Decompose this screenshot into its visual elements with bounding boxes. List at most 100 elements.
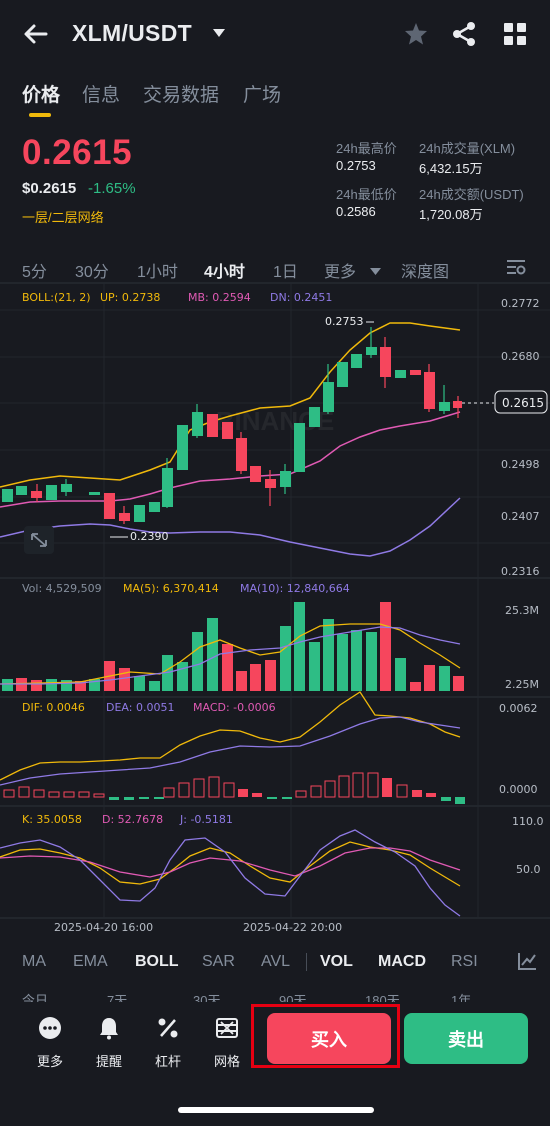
more-caret-icon[interactable] xyxy=(370,263,381,281)
boll-dn-line xyxy=(0,497,461,557)
price-change: -1.65% xyxy=(88,180,136,197)
vol-ma10: MA(10): 12,840,664 xyxy=(240,582,350,595)
last-price: 0.2615 xyxy=(22,133,133,172)
indicator-settings-icon[interactable] xyxy=(517,951,537,976)
macd-dea: DEA: 0.0051 xyxy=(106,701,175,714)
high-marker: 0.2753 xyxy=(325,315,364,328)
sell-button[interactable]: 卖出 xyxy=(404,1013,528,1064)
tab-trading-data[interactable]: 交易数据 xyxy=(143,85,220,106)
chart-settings-icon[interactable] xyxy=(505,257,527,282)
candles xyxy=(2,327,462,524)
tab-info[interactable]: 信息 xyxy=(82,85,121,106)
more-action[interactable]: 更多 xyxy=(28,1016,72,1070)
indicator-avl[interactable]: AVL xyxy=(261,953,291,970)
home-indicator xyxy=(178,1107,374,1113)
more-action-label: 更多 xyxy=(36,1054,63,1069)
time-label: 2025-04-20 16:00 xyxy=(54,921,154,934)
high-label: 24h最高价 xyxy=(336,141,397,156)
macd-dea-line xyxy=(0,716,461,786)
tab-square[interactable]: 广场 xyxy=(243,85,282,106)
more-dots-icon xyxy=(39,1017,61,1039)
buy-button-highlight xyxy=(251,1004,400,1068)
vol-axis-bottom: 2.25M xyxy=(505,678,539,691)
price-axis-label: 0.2498 xyxy=(501,458,540,471)
low-label: 24h最低价 xyxy=(336,187,397,202)
boll-params: BOLL:(21, 2) xyxy=(22,291,91,304)
price-axis-label: 0.2407 xyxy=(501,510,540,523)
boll-dn-value: DN: 0.2451 xyxy=(270,291,333,304)
interval-4h[interactable]: 4小时 xyxy=(204,264,245,281)
interval-1d[interactable]: 1日 xyxy=(273,264,298,281)
time-label: 2025-04-22 20:00 xyxy=(243,921,343,934)
vol-axis-top: 25.3M xyxy=(505,604,539,617)
low-marker: 0.2390 xyxy=(130,530,169,543)
macd-dif: DIF: 0.0046 xyxy=(22,701,85,714)
indicator-divider xyxy=(306,953,307,971)
boll-up-value: UP: 0.2738 xyxy=(100,291,161,304)
indicator-vol[interactable]: VOL xyxy=(320,953,353,970)
grid-menu-icon[interactable] xyxy=(502,21,528,47)
interval-1h[interactable]: 1小时 xyxy=(137,264,178,281)
back-arrow-icon[interactable] xyxy=(20,18,52,50)
bell-icon xyxy=(100,1018,118,1040)
volume-ma5-line xyxy=(0,623,461,685)
turnover-label: 24h成交额(USDT) xyxy=(419,187,524,202)
price-axis-label: 0.2316 xyxy=(501,565,540,578)
current-price-tag: 0.2615 xyxy=(502,396,544,410)
margin-action[interactable]: 杠杆 xyxy=(146,1016,190,1070)
favorite-star-icon[interactable] xyxy=(402,20,430,48)
high-value: 0.2753 xyxy=(336,158,376,173)
macd-value: MACD: -0.0006 xyxy=(193,701,276,714)
top-bar: XLM/USDT xyxy=(0,0,550,70)
volume-value: 6,432.15万 xyxy=(419,161,483,176)
grid-bot-icon xyxy=(216,1018,238,1038)
grid-action[interactable]: 网格 xyxy=(205,1016,249,1070)
percent-icon xyxy=(158,1018,178,1038)
alert-action[interactable]: 提醒 xyxy=(87,1016,131,1070)
boll-mb-value: MB: 0.2594 xyxy=(188,291,251,304)
indicator-macd[interactable]: MACD xyxy=(378,953,426,970)
pair-title[interactable]: XLM/USDT xyxy=(72,20,192,46)
kdj-d-line xyxy=(0,847,461,878)
buy-button[interactable]: 买入 xyxy=(267,1013,391,1064)
interval-depth[interactable]: 深度图 xyxy=(401,264,450,281)
vol-value: Vol: 4,529,509 xyxy=(22,582,102,595)
indicator-ma[interactable]: MA xyxy=(22,953,46,970)
usd-price: $0.2615 xyxy=(22,180,77,197)
indicator-boll[interactable]: BOLL xyxy=(135,953,179,970)
macd-axis-top: 0.0062 xyxy=(499,702,538,715)
caret-down-icon[interactable] xyxy=(212,26,226,40)
volume-bars xyxy=(2,602,464,691)
kdj-j: J: -0.5181 xyxy=(180,813,233,826)
interval-5m[interactable]: 5分 xyxy=(22,264,47,281)
kdj-k: K: 35.0058 xyxy=(22,813,82,826)
indicator-sar[interactable]: SAR xyxy=(202,953,235,970)
price-axis-label: 0.2680 xyxy=(501,350,540,363)
vol-ma5: MA(5): 6,370,414 xyxy=(123,582,219,595)
kdj-axis-top: 110.0 xyxy=(512,815,544,828)
indicator-rsi[interactable]: RSI xyxy=(451,953,478,970)
active-tab-indicator xyxy=(29,113,51,117)
grid-action-label: 网格 xyxy=(213,1054,240,1069)
interval-more[interactable]: 更多 xyxy=(324,264,357,281)
volume-ma10-line xyxy=(0,626,461,685)
boll-up-line xyxy=(0,322,461,488)
macd-histogram xyxy=(3,772,465,804)
volume-label: 24h成交量(XLM) xyxy=(419,141,516,156)
interval-30m[interactable]: 30分 xyxy=(75,264,109,281)
expand-icon[interactable] xyxy=(24,526,54,554)
boll-mid-line xyxy=(0,411,461,508)
margin-action-label: 杠杆 xyxy=(154,1054,181,1069)
indicator-ema[interactable]: EMA xyxy=(73,953,108,970)
kdj-axis-mid: 50.0 xyxy=(516,863,541,876)
low-value: 0.2586 xyxy=(336,204,376,219)
network-tag[interactable]: 一层/二层网络 xyxy=(22,210,104,225)
kdj-j-line xyxy=(0,829,461,917)
turnover-value: 1,720.08万 xyxy=(419,207,483,222)
macd-dif-line xyxy=(0,691,461,781)
price-axis-label: 0.2772 xyxy=(501,297,540,310)
tab-price[interactable]: 价格 xyxy=(22,85,61,106)
alert-action-label: 提醒 xyxy=(95,1054,122,1069)
share-icon[interactable] xyxy=(451,20,477,48)
